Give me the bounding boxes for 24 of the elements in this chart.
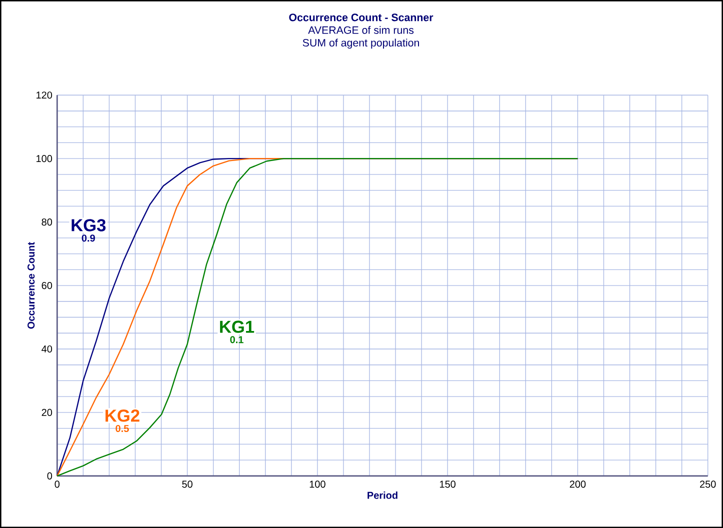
series-label: KG2 bbox=[106, 409, 140, 422]
y-tick-label: 80 bbox=[42, 218, 52, 226]
series-label: KG3 bbox=[72, 219, 106, 232]
annotation: 0.9 bbox=[82, 234, 95, 242]
x-tick-label: 0 bbox=[54, 480, 60, 488]
x-tick-label: 250 bbox=[700, 480, 716, 488]
x-tick-label: 200 bbox=[570, 480, 586, 488]
annotation: 0.5 bbox=[116, 424, 129, 432]
line-series bbox=[56, 158, 578, 477]
y-tick-label: 0 bbox=[47, 472, 52, 480]
y-tick-label: 40 bbox=[42, 345, 52, 353]
x-tick-label: 100 bbox=[310, 480, 326, 488]
series-label: KG1 bbox=[220, 320, 254, 333]
y-tick-label: 100 bbox=[36, 155, 52, 162]
x-tick-label: 150 bbox=[440, 480, 456, 488]
x-tick-label: 50 bbox=[182, 480, 192, 488]
x-axis-title: Period bbox=[368, 492, 398, 499]
y-tick-label: 120 bbox=[36, 92, 52, 99]
y-tick-label: 20 bbox=[42, 408, 52, 416]
annotation: 0.1 bbox=[230, 336, 244, 344]
y-tick-label: 60 bbox=[42, 282, 52, 290]
y-axis-title: Occurrence Count bbox=[28, 242, 35, 329]
chart-title: Occurrence Count - Scanner bbox=[289, 14, 434, 22]
chart-subtitle: AVERAGE of sim runs SUM of agent population bbox=[302, 26, 419, 49]
